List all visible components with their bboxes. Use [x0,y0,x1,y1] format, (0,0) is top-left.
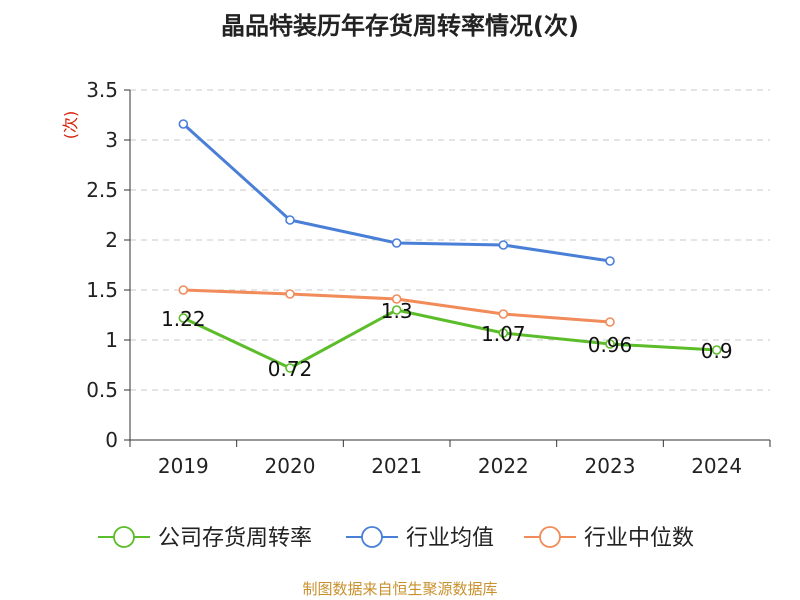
y-tick-label: 1.5 [86,278,118,302]
y-tick-label: 2 [105,228,118,252]
legend: 公司存货周转率 行业均值 行业中位数 [98,526,694,551]
data-label: 0.72 [268,357,313,381]
x-tick-label: 2021 [371,454,422,478]
x-tick-label: 2023 [585,454,636,478]
data-point [498,328,509,338]
y-tick-label: 0.5 [86,378,118,402]
data-point [605,317,615,327]
data-labels: 1.22 0.72 1.3 1.07 0.96 0.9 [161,299,733,381]
source-note: 制图数据来自恒生聚源数据库 [302,580,498,598]
series-lines [178,119,722,373]
data-point [285,215,295,225]
legend-label: 公司存货周转率 [158,526,312,551]
data-point [178,285,189,295]
legend-marker [361,526,383,548]
data-point [498,309,509,319]
data-point [178,119,189,129]
legend-marker [539,526,561,548]
data-point [391,238,402,248]
data-point [605,256,615,266]
y-tick-label: 3.5 [86,78,118,102]
data-label: 1.3 [381,299,413,323]
data-point [178,313,189,323]
data-point [711,345,722,355]
y-tick-label: 0 [105,428,118,452]
gridlines [130,89,770,391]
x-tick-label: 2020 [265,454,316,478]
y-tick-label: 3 [105,128,118,152]
chart-title: 晶品特装历年存货周转率情况(次) [221,12,579,40]
axes: 0 0.5 1 1.5 2 2.5 3 3.5 2019 2020 2021 2022 2023 2024… [61,78,771,478]
data-point [285,363,295,373]
series-line [182,308,717,370]
y-tick-label: 1 [105,328,118,352]
x-tick-label: 2024 [691,454,742,478]
legend-label: 行业中位数 [584,526,694,551]
data-label: 0.96 [588,333,633,357]
legend-label: 行业均值 [406,526,494,551]
data-label: 0.9 [701,339,733,363]
y-tick-label: 2.5 [86,178,118,202]
unit-label: (次) [61,111,80,140]
data-point [285,289,295,299]
x-tick-label: 2022 [478,454,529,478]
data-point [391,294,402,304]
data-point [605,339,615,349]
legend-marker [113,526,135,548]
data-point [498,240,509,250]
x-tick-label: 2019 [158,454,209,478]
data-label: 1.07 [481,322,526,346]
data-label: 1.22 [161,307,206,331]
data-point [391,305,402,315]
